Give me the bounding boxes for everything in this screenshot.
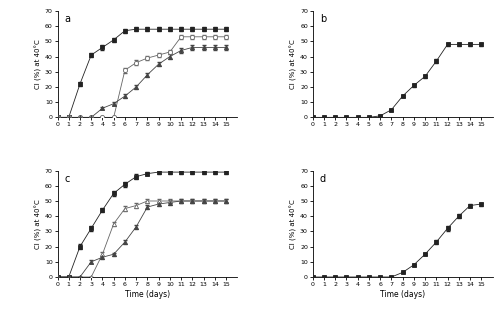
Text: a: a [64,14,70,24]
Y-axis label: CI (%) at 40°C: CI (%) at 40°C [290,199,297,249]
Y-axis label: CI (%) at 40°C: CI (%) at 40°C [35,199,42,249]
Text: b: b [320,14,326,24]
Y-axis label: CI (%) at 40°C: CI (%) at 40°C [290,39,297,89]
Text: c: c [64,174,70,184]
X-axis label: Time (days): Time (days) [380,290,425,299]
Y-axis label: CI (%) at 40°C: CI (%) at 40°C [35,39,42,89]
Text: d: d [320,174,326,184]
X-axis label: Time (days): Time (days) [125,290,170,299]
